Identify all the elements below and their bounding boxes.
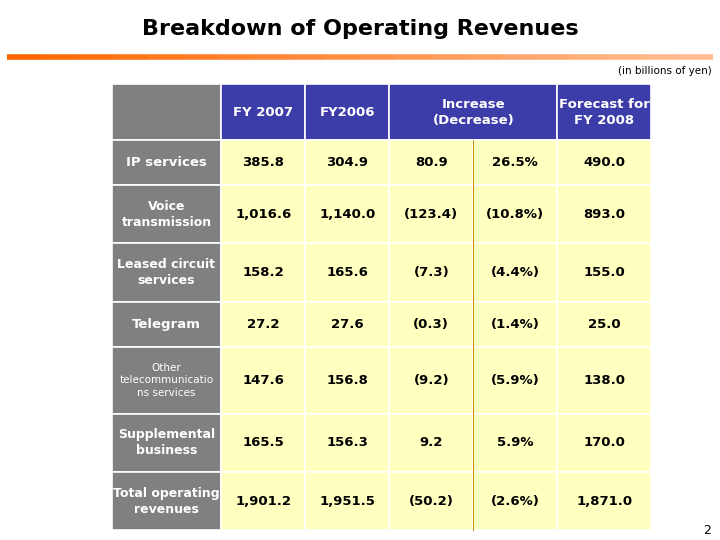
Text: (in billions of yen): (in billions of yen) [618, 66, 711, 76]
Bar [390, 472, 473, 530]
Bar [112, 84, 221, 140]
Bar [473, 347, 557, 414]
Text: (7.3): (7.3) [413, 266, 449, 279]
Text: 1,016.6: 1,016.6 [235, 208, 292, 221]
Bar [557, 84, 652, 140]
Bar [557, 244, 652, 302]
Text: Supplemental
business: Supplemental business [118, 428, 215, 457]
Bar [305, 185, 390, 244]
Bar [390, 84, 557, 140]
Text: 1,951.5: 1,951.5 [320, 495, 375, 508]
Bar [221, 472, 305, 530]
Text: (1.4%): (1.4%) [491, 318, 540, 330]
Text: Total operating
revenues: Total operating revenues [113, 487, 220, 516]
Text: 138.0: 138.0 [583, 374, 625, 387]
Text: 156.3: 156.3 [326, 436, 368, 449]
Text: 893.0: 893.0 [583, 208, 625, 221]
Text: FY 2007: FY 2007 [233, 105, 293, 119]
Text: 385.8: 385.8 [243, 156, 284, 170]
Bar [112, 244, 221, 302]
Bar [221, 302, 305, 347]
Text: Breakdown of Operating Revenues: Breakdown of Operating Revenues [142, 19, 578, 39]
Text: 27.2: 27.2 [247, 318, 279, 330]
Bar [305, 302, 390, 347]
Text: 27.6: 27.6 [331, 318, 364, 330]
Text: Leased circuit
services: Leased circuit services [117, 258, 215, 287]
Text: 304.9: 304.9 [326, 156, 369, 170]
Text: 9.2: 9.2 [420, 436, 443, 449]
Text: 165.5: 165.5 [243, 436, 284, 449]
Text: Increase
(Decrease): Increase (Decrease) [433, 98, 514, 126]
Bar [305, 472, 390, 530]
Bar [305, 84, 390, 140]
Bar [473, 185, 557, 244]
Text: 5.9%: 5.9% [497, 436, 534, 449]
Bar [221, 414, 305, 472]
Bar [473, 472, 557, 530]
Text: 147.6: 147.6 [243, 374, 284, 387]
Text: 155.0: 155.0 [583, 266, 625, 279]
Bar [390, 185, 473, 244]
Text: (4.4%): (4.4%) [491, 266, 540, 279]
Bar [390, 414, 473, 472]
Text: 158.2: 158.2 [243, 266, 284, 279]
Bar [473, 414, 557, 472]
Text: 1,901.2: 1,901.2 [235, 495, 292, 508]
Bar [221, 185, 305, 244]
Text: (50.2): (50.2) [409, 495, 454, 508]
Bar [390, 244, 473, 302]
Bar [221, 84, 305, 140]
Bar [557, 347, 652, 414]
Text: 26.5%: 26.5% [492, 156, 538, 170]
Bar [221, 244, 305, 302]
Text: (5.9%): (5.9%) [491, 374, 539, 387]
Text: (2.6%): (2.6%) [491, 495, 540, 508]
Text: (123.4): (123.4) [404, 208, 459, 221]
Text: Voice
transmission: Voice transmission [122, 200, 212, 229]
Bar [473, 244, 557, 302]
Bar [112, 185, 221, 244]
Text: 80.9: 80.9 [415, 156, 448, 170]
Text: Forecast for
FY 2008: Forecast for FY 2008 [559, 98, 649, 126]
Bar [305, 244, 390, 302]
Bar [112, 414, 221, 472]
Bar [305, 347, 390, 414]
Text: 490.0: 490.0 [583, 156, 625, 170]
Text: 165.6: 165.6 [326, 266, 368, 279]
Bar [112, 140, 221, 185]
Bar [112, 347, 221, 414]
Bar [390, 347, 473, 414]
Bar [112, 472, 221, 530]
Text: 170.0: 170.0 [583, 436, 625, 449]
Text: 1,871.0: 1,871.0 [576, 495, 632, 508]
Bar [305, 414, 390, 472]
Text: (0.3): (0.3) [413, 318, 449, 330]
Bar [557, 414, 652, 472]
Bar [557, 185, 652, 244]
Text: (9.2): (9.2) [413, 374, 449, 387]
Text: 2: 2 [703, 524, 711, 537]
Bar [221, 347, 305, 414]
Text: Other
telecommunicatio
ns services: Other telecommunicatio ns services [120, 363, 214, 397]
Text: Telegram: Telegram [132, 318, 201, 330]
Bar [557, 472, 652, 530]
Bar [112, 302, 221, 347]
Text: (10.8%): (10.8%) [486, 208, 544, 221]
Bar [557, 302, 652, 347]
Bar [473, 140, 557, 185]
Text: 25.0: 25.0 [588, 318, 621, 330]
Bar [390, 140, 473, 185]
Bar [390, 302, 473, 347]
Text: FY2006: FY2006 [320, 105, 375, 119]
Text: 1,140.0: 1,140.0 [319, 208, 375, 221]
Bar [305, 140, 390, 185]
Bar [557, 140, 652, 185]
Text: IP services: IP services [126, 156, 207, 170]
Bar [221, 140, 305, 185]
Text: 156.8: 156.8 [326, 374, 368, 387]
Bar [473, 302, 557, 347]
